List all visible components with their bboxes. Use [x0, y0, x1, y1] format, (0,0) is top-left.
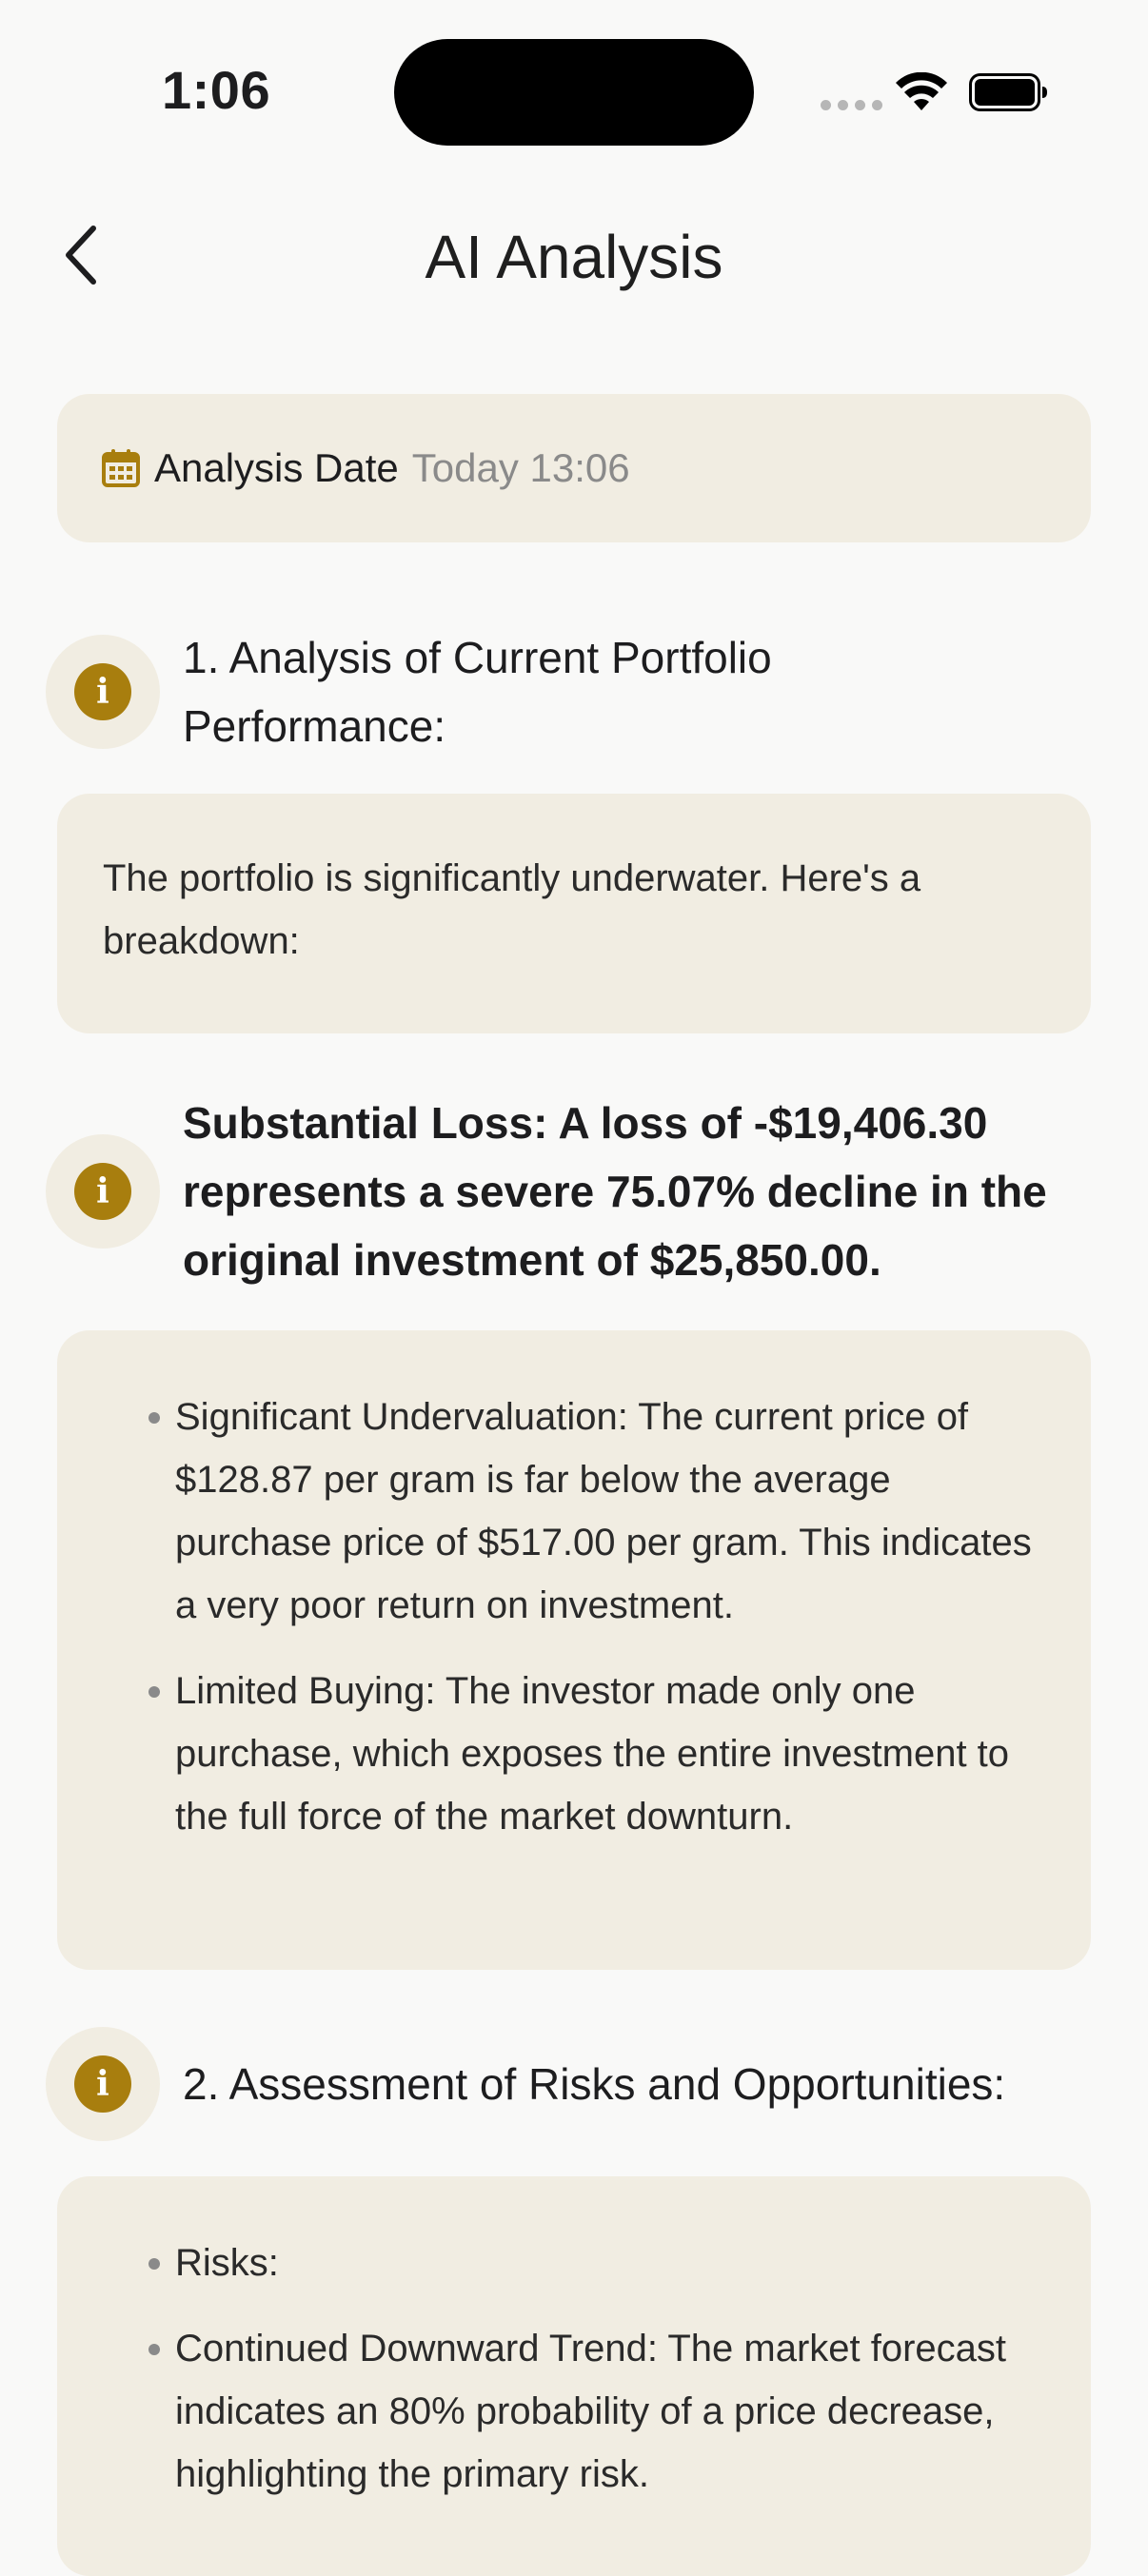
- calendar-icon: [101, 448, 141, 488]
- analysis-date-value: Today 13:06: [411, 445, 630, 490]
- back-button[interactable]: [51, 217, 109, 293]
- status-time: 1:06: [162, 60, 271, 120]
- list-item: Significant Undervaluation: The current …: [148, 1386, 1043, 1637]
- section-header: i 2. Assessment of Risks and Opportuniti…: [46, 2027, 1102, 2141]
- info-icon: i: [46, 1134, 160, 1249]
- wifi-icon: [896, 72, 947, 110]
- section-title: 2. Assessment of Risks and Opportunities…: [183, 2059, 1006, 2109]
- list-item: Continued Downward Trend: The market for…: [148, 2317, 1043, 2506]
- section-header: i Substantial Loss: A loss of -$19,406.3…: [46, 1089, 1102, 1294]
- section-bullet-card: Risks: Continued Downward Trend: The mar…: [57, 2176, 1091, 2576]
- dynamic-island: [394, 39, 754, 146]
- section-body-card: The portfolio is significantly underwate…: [57, 794, 1091, 1033]
- chevron-left-icon: [66, 226, 96, 285]
- info-icon: i: [46, 2027, 160, 2141]
- battery-icon: [969, 73, 1047, 111]
- cellular-signal-icon: [821, 100, 882, 110]
- section-title: 1. Analysis of Current Portfolio Perform…: [183, 633, 772, 751]
- section-body-text: The portfolio is significantly underwate…: [103, 857, 921, 962]
- analysis-date-label: Analysis Date: [154, 445, 399, 490]
- section-header: i 1. Analysis of Current Portfolio Perfo…: [46, 623, 1102, 760]
- list-item: Limited Buying: The investor made only o…: [148, 1660, 1043, 1848]
- status-bar: 1:06: [0, 0, 1148, 171]
- list-item: Risks:: [148, 2232, 1043, 2294]
- section-title: Substantial Loss: A loss of -$19,406.30 …: [183, 1098, 1047, 1285]
- info-icon: i: [46, 635, 160, 749]
- analysis-date-card: Analysis Date Today 13:06: [57, 394, 1091, 542]
- page-title: AI Analysis: [425, 223, 723, 291]
- section-bullet-card: Significant Undervaluation: The current …: [57, 1330, 1091, 1970]
